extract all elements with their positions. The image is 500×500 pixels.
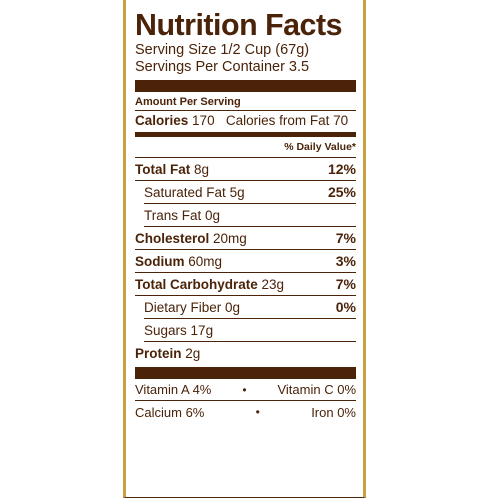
nutrient-name: Total Fat <box>135 161 191 177</box>
calories-value: 170 <box>192 113 215 128</box>
nutrient-row-sugars: Sugars 17g <box>144 319 356 342</box>
label-title: Nutrition Facts <box>135 7 343 42</box>
daily-value-header: % Daily Value* <box>284 141 356 153</box>
nutrient-amount: 20mg <box>213 230 247 246</box>
vitamin-row: Vitamin A 4% • Vitamin C 0% <box>135 379 356 401</box>
nutrient-row-total-carbohydrate: Total Carbohydrate 23g 7% <box>135 273 356 296</box>
nutrient-dv: 7% <box>335 230 356 246</box>
nutrient-amount: 0g <box>225 299 241 315</box>
bullet-separator: • <box>255 405 260 419</box>
nutrient-amount: 23g <box>261 276 285 292</box>
nutrient-amount: 2g <box>185 346 201 361</box>
bullet-separator: • <box>242 382 247 397</box>
mineral-row: Calcium 6% • Iron 0% <box>135 401 356 423</box>
serving-size: Serving Size 1/2 Cup (67g) <box>135 42 310 58</box>
servings-per-container: Servings Per Container 3.5 <box>135 59 310 75</box>
nutrient-name: Total Carbohydrate <box>135 276 258 292</box>
medium-divider <box>135 132 356 137</box>
calories-from-fat: Calories from Fat 70 <box>225 113 349 128</box>
nutrient-row-trans-fat: Trans Fat 0g <box>144 204 356 227</box>
nutrient-row-protein: Protein 2g <box>135 342 356 365</box>
vitamin-a: Vitamin A 4% <box>135 382 212 397</box>
amount-per-serving: Amount Per Serving <box>135 96 241 108</box>
nutrient-row-dietary-fiber: Dietary Fiber 0g 0% <box>144 296 356 319</box>
iron: Iron 0% <box>311 404 356 420</box>
nutrient-name: Dietary Fiber <box>144 299 222 315</box>
nutrient-dv: 0% <box>335 299 356 315</box>
nutrient-amount: 8g <box>194 161 210 177</box>
nutrient-amount: 60mg <box>188 253 223 269</box>
nutrient-dv: 7% <box>335 276 356 292</box>
nutrient-name: Sugars <box>144 322 187 338</box>
nutrient-name: Saturated Fat <box>144 184 226 200</box>
nutrient-dv: 12% <box>327 161 356 177</box>
nutrient-amount: 0g <box>205 207 221 223</box>
nutrient-name: Protein <box>135 346 182 361</box>
thick-divider-bottom <box>135 367 356 379</box>
nutrient-amount: 5g <box>229 184 245 200</box>
nutrition-facts-panel: Nutrition Facts Serving Size 1/2 Cup (67… <box>123 0 366 498</box>
nutrient-row-sodium: Sodium 60mg 3% <box>135 250 356 273</box>
calcium: Calcium 6% <box>135 404 205 420</box>
divider <box>135 157 356 158</box>
nutrient-name: Sodium <box>135 253 185 269</box>
nutrient-row-cholesterol: Cholesterol 20mg 7% <box>135 227 356 250</box>
divider <box>135 110 356 111</box>
vitamin-c: Vitamin C 0% <box>277 382 356 397</box>
nutrient-name: Cholesterol <box>135 230 210 246</box>
nutrient-dv: 25% <box>327 184 356 200</box>
nutrient-dv: 3% <box>335 253 356 269</box>
nutrient-row-saturated-fat: Saturated Fat 5g 25% <box>144 181 356 204</box>
calories-row: Calories 170 Calories from Fat 70 <box>135 111 356 132</box>
thick-divider-top <box>135 80 356 92</box>
nutrient-name: Trans Fat <box>144 207 202 223</box>
calories-label: Calories <box>135 113 189 128</box>
nutrient-row-total-fat: Total Fat 8g 12% <box>135 158 356 181</box>
nutrient-amount: 17g <box>190 322 214 338</box>
